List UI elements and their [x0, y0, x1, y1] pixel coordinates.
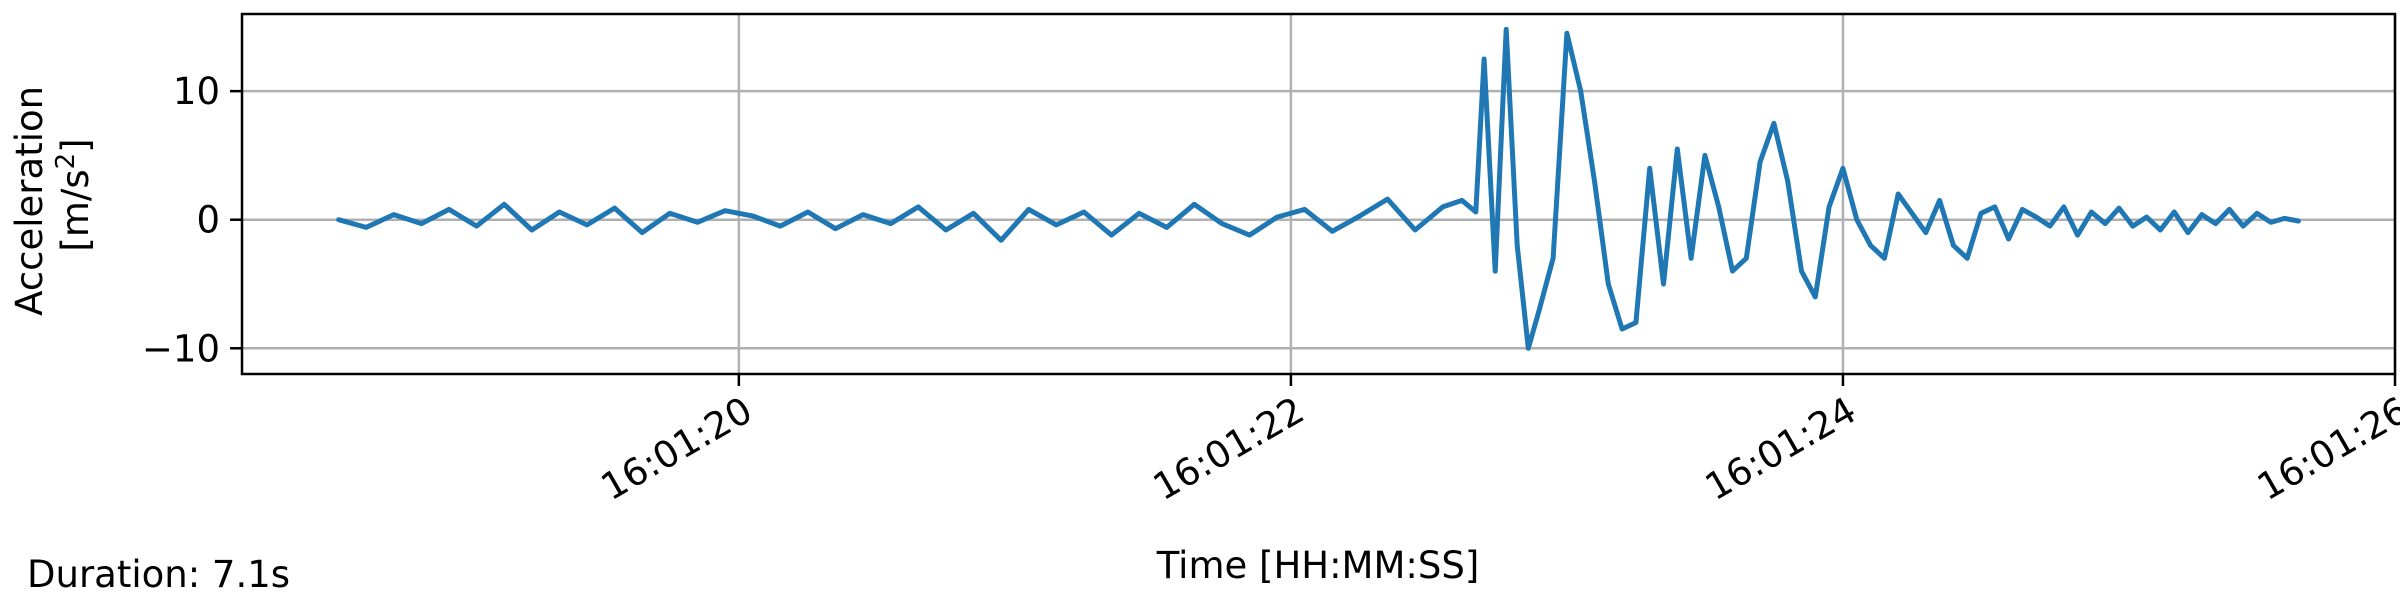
- plot-frame: [240, 12, 2397, 376]
- y-axis-label-unit-sup: 2: [51, 153, 81, 170]
- y-axis-label-line1: Acceleration: [8, 86, 51, 316]
- acceleration-series-line: [336, 26, 2301, 351]
- y-tick-label: 0: [196, 199, 220, 242]
- y-axis-label-unit-suffix: ]: [54, 138, 97, 152]
- x-tick-label: 16:01:26: [2250, 389, 2400, 509]
- duration-label: Duration: 7.1s: [27, 553, 291, 596]
- y-axis-label-unit-prefix: [m/s: [54, 169, 97, 251]
- grid-lines: [242, 14, 2397, 374]
- x-tick-label: 16:01:20: [594, 389, 759, 509]
- y-tick-label: 10: [173, 70, 220, 113]
- x-tick-label: 16:01:22: [1146, 389, 1311, 509]
- y-axis-label-line2: [m/s2]: [51, 138, 97, 251]
- axis-ticks: 16:01:20 16:01:22 16:01:24 16:01:26 10 0 −10: [142, 70, 2400, 509]
- x-axis-label: Time [HH:MM:SS]: [1156, 544, 1480, 587]
- x-tick-label: 16:01:24: [1698, 389, 1863, 509]
- y-tick-label: −10: [142, 327, 220, 370]
- y-axis-label: Acceleration [m/s2]: [8, 74, 97, 316]
